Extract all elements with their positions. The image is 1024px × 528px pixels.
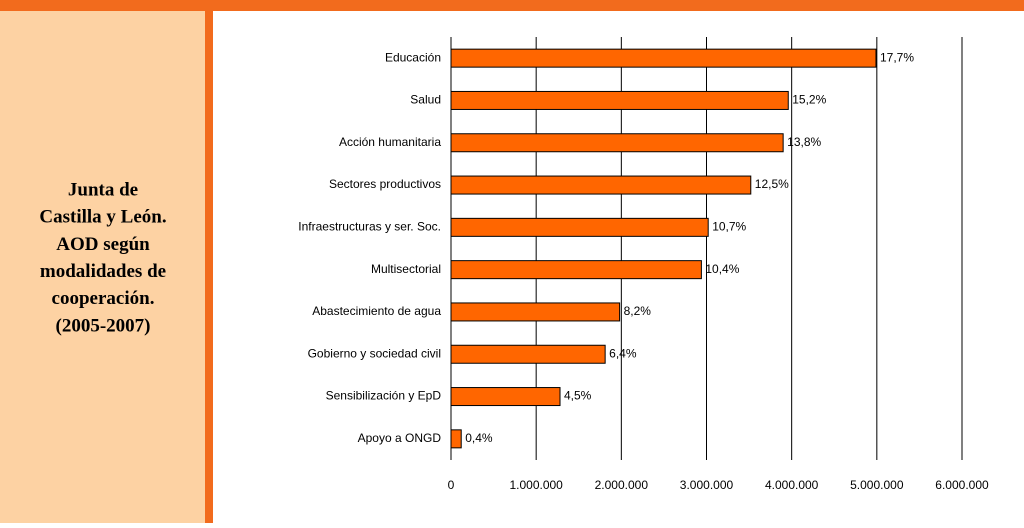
data-label: 6,4% bbox=[609, 346, 637, 360]
x-tick-label: 2.000.000 bbox=[595, 478, 649, 492]
y-tick-label: Sectores productivos bbox=[329, 177, 441, 191]
data-label: 10,4% bbox=[705, 262, 739, 276]
data-label: 8,2% bbox=[624, 304, 652, 318]
title-line: Junta de bbox=[68, 179, 138, 200]
data-label: 10,7% bbox=[712, 220, 746, 234]
bar bbox=[450, 344, 606, 364]
data-label: 0,4% bbox=[465, 431, 493, 445]
y-tick-label: Sensibilización y EpD bbox=[326, 389, 442, 403]
y-tick-label: Gobierno y sociedad civil bbox=[308, 346, 441, 360]
data-label: 13,8% bbox=[787, 135, 821, 149]
y-tick-label: Acción humanitaria bbox=[339, 135, 441, 149]
bar bbox=[450, 217, 709, 237]
bar bbox=[450, 260, 702, 280]
bar bbox=[450, 48, 877, 68]
x-tick-label: 6.000.000 bbox=[935, 478, 989, 492]
bar bbox=[450, 90, 789, 110]
y-tick-label: Salud bbox=[410, 93, 441, 107]
title-line: cooperación. bbox=[52, 288, 155, 309]
bar bbox=[450, 429, 462, 449]
title-line: Castilla y León. bbox=[39, 207, 166, 228]
x-tick-label: 4.000.000 bbox=[765, 478, 819, 492]
y-tick-label: Infraestructuras y ser. Soc. bbox=[298, 220, 441, 234]
y-tick-label: Abastecimiento de agua bbox=[312, 304, 441, 318]
bar bbox=[450, 175, 752, 195]
title-line: AOD según bbox=[56, 234, 150, 255]
y-tick-label: Multisectorial bbox=[371, 262, 441, 276]
x-tick-label: 5.000.000 bbox=[850, 478, 904, 492]
data-label: 15,2% bbox=[792, 93, 826, 107]
data-label: 17,7% bbox=[880, 50, 914, 64]
y-tick-label: Apoyo a ONGD bbox=[358, 431, 442, 445]
top-band bbox=[0, 0, 1024, 11]
plot: 0 1.000.000 2.000.000 3.000.000 4.000.000 5.0… bbox=[298, 37, 989, 492]
bar bbox=[450, 302, 621, 322]
side-divider bbox=[205, 11, 213, 523]
x-tick-label: 1.000.000 bbox=[509, 478, 563, 492]
y-tick-label: Educación bbox=[385, 50, 441, 64]
title: Junta de Castilla y León. AOD según modalid… bbox=[39, 179, 166, 336]
data-label: 12,5% bbox=[755, 177, 789, 191]
bar bbox=[450, 387, 561, 407]
side-panel bbox=[0, 11, 205, 523]
x-tick-label: 3.000.000 bbox=[680, 478, 734, 492]
x-tick-label: 0 bbox=[448, 478, 455, 492]
data-label: 4,5% bbox=[564, 389, 592, 403]
title-line: (2005-2007) bbox=[56, 315, 151, 336]
title-line: modalidades de bbox=[40, 261, 166, 282]
bar bbox=[450, 133, 784, 153]
